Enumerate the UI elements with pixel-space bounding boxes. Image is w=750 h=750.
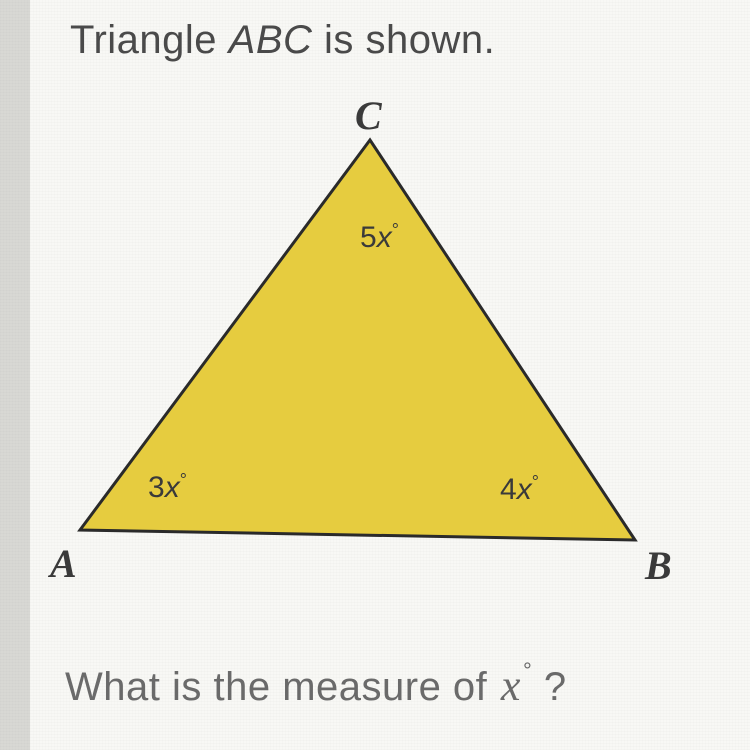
angle-b-coef: 4 [500,473,517,506]
angle-label-c: 5x° [360,220,399,255]
angle-label-b: 4x° [500,472,539,507]
angle-b-unit: ° [532,472,539,492]
triangle-svg [60,110,660,590]
question-suffix: ? [532,665,566,709]
angle-c-unit: ° [392,220,399,240]
vertex-label-c: C [355,92,382,139]
question-prefix: What is the measure of [65,665,499,709]
angle-c-coef: 5 [360,221,377,254]
intro-prefix: Triangle [70,18,229,62]
triangle-name: ABC [229,18,313,62]
angle-label-a: 3x° [148,470,187,505]
question-text: What is the measure of x° ? [65,660,567,711]
angle-c-var: x [377,221,392,254]
question-var: x [501,661,521,710]
intro-suffix: is shown. [312,18,495,62]
triangle-diagram: C A B 5x° 3x° 4x° [60,110,660,590]
vertex-label-b: B [645,542,672,589]
angle-b-var: x [517,473,532,506]
angle-a-coef: 3 [148,471,165,504]
question-degree: ° [523,658,532,683]
left-margin-strip [0,0,30,750]
angle-a-unit: ° [180,470,187,490]
question-intro: Triangle ABC is shown. [70,18,495,63]
vertex-label-a: A [50,540,77,587]
angle-a-var: x [165,471,180,504]
